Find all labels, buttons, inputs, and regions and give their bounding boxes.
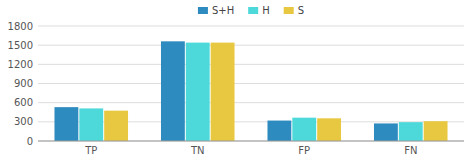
bars xyxy=(54,41,447,141)
y-tick-label: 1200 xyxy=(8,59,33,70)
grid-line xyxy=(38,45,464,46)
grid-line xyxy=(38,141,464,142)
grid-line xyxy=(38,102,464,103)
bar xyxy=(186,43,210,141)
y-tick-label: 600 xyxy=(14,97,33,108)
bar xyxy=(79,108,103,141)
grid-line xyxy=(38,83,464,84)
x-axis-line xyxy=(38,141,464,142)
grid xyxy=(38,26,464,141)
grid-line xyxy=(38,64,464,65)
bar xyxy=(104,111,128,141)
bar xyxy=(424,121,448,141)
bar xyxy=(317,118,341,141)
legend-label: S+H xyxy=(212,5,234,16)
x-tick-label: TN xyxy=(190,145,205,156)
y-tick-label: 1800 xyxy=(8,21,33,32)
bar xyxy=(399,122,423,141)
grid-line xyxy=(38,26,464,27)
legend-swatch xyxy=(284,7,294,14)
bar xyxy=(211,43,235,141)
y-tick-label: 1500 xyxy=(8,40,33,51)
legend-label: S xyxy=(298,5,304,16)
legend-label: H xyxy=(262,5,270,16)
x-tick-label: FN xyxy=(404,145,417,156)
bar xyxy=(54,107,78,141)
x-tick-label: FP xyxy=(298,145,310,156)
bar xyxy=(292,118,316,141)
y-tick-label: 900 xyxy=(14,78,33,89)
chart: 0 300 600 900 1200 1500 1800 TP TN FP FN S+H H S xyxy=(0,0,474,161)
y-tick-label: 300 xyxy=(14,116,33,127)
legend-swatch xyxy=(198,7,208,14)
bar xyxy=(267,121,291,141)
legend-swatch xyxy=(248,7,258,14)
bar xyxy=(374,123,398,141)
legend: S+H H S xyxy=(198,5,304,16)
legend-item: S+H xyxy=(198,5,234,16)
x-tick-label: TP xyxy=(84,145,97,156)
legend-item: S xyxy=(284,5,304,16)
bar xyxy=(161,41,185,141)
legend-item: H xyxy=(248,5,270,16)
y-tick-label: 0 xyxy=(27,136,33,147)
